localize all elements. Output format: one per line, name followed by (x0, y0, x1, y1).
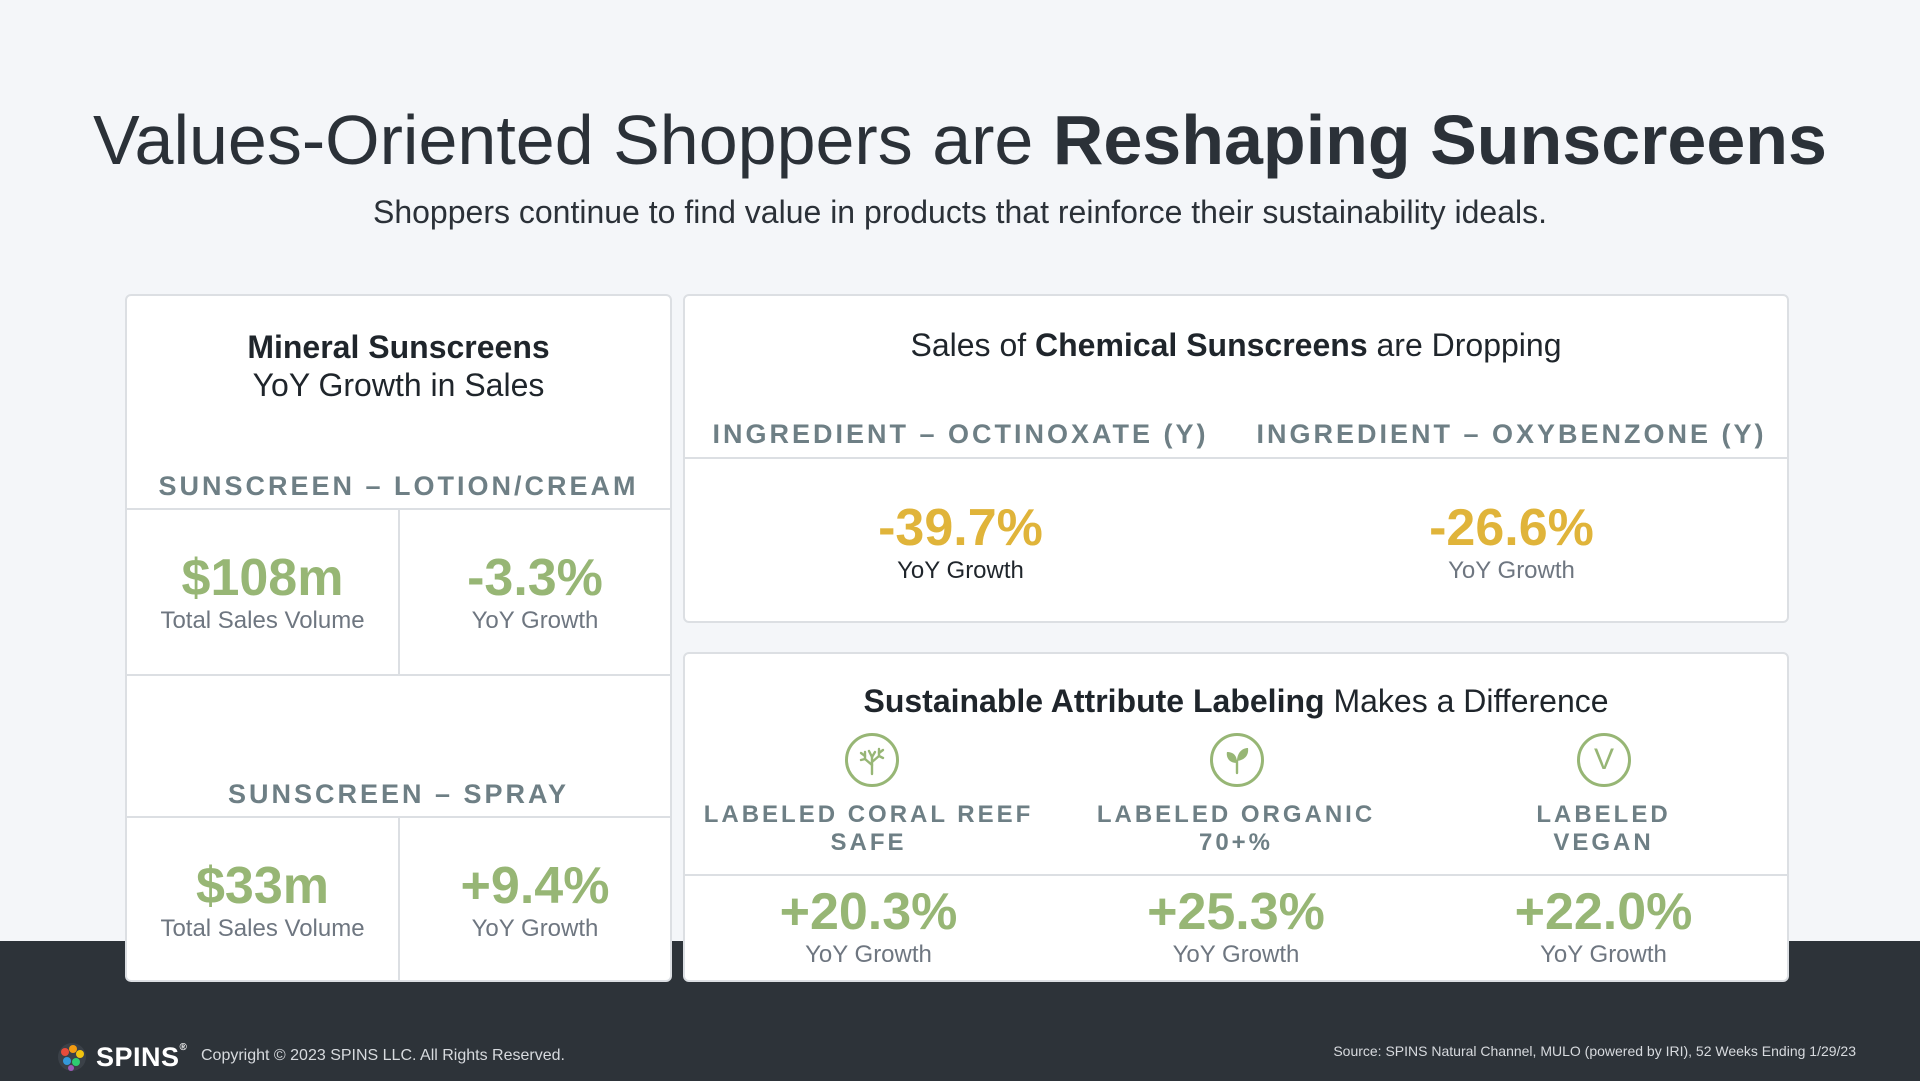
vegan-icon: V (1577, 733, 1631, 787)
spray-growth-caption: YoY Growth (471, 915, 599, 942)
chemical-card-title: Sales of Chemical Sunscreens are Droppin… (910, 327, 1562, 363)
organic-label: LABELED ORGANIC 70+% (1096, 801, 1376, 856)
leaf-icon (1210, 733, 1264, 787)
page-subtitle: Shoppers continue to find value in produ… (372, 194, 1547, 230)
oxybenzone-caption: YoY Growth (1448, 557, 1575, 584)
lotion-growth-value: -3.3% (467, 549, 603, 607)
mineral-card-title: Mineral Sunscreens YoY Growth in Sales (247, 329, 550, 403)
lotion-sales-stat: $108m Total Sales Volume (127, 550, 398, 636)
vegan-icon-letter: V (1593, 743, 1614, 776)
divider (398, 816, 400, 980)
octinoxate-value: -39.7% (878, 499, 1043, 557)
chemical-sunscreens-card: Sales of Chemical Sunscreens are Droppin… (683, 294, 1789, 623)
mineral-sunscreens-card: Mineral Sunscreens YoY Growth in Sales SU… (125, 294, 672, 982)
vegan-stat: +22.0% YoY Growth (1420, 884, 1787, 970)
copyright-text: Copyright © 2023 SPINS LLC. All Rights R… (201, 1047, 565, 1064)
source-text: Source: SPINS Natural Channel, MULO (pow… (1333, 1043, 1856, 1059)
divider (398, 508, 400, 674)
lotion-growth-stat: -3.3% YoY Growth (400, 550, 670, 636)
coral-reef-value: +20.3% (779, 883, 958, 941)
spins-logo: SPINS® (56, 1041, 187, 1073)
spins-logo-text: SPINS® (96, 1041, 188, 1072)
organic-value: +25.3% (1147, 883, 1325, 941)
divider (127, 674, 670, 676)
spray-sales-value: $33m (196, 857, 329, 915)
lotion-cream-label: SUNSCREEN – LOTION/CREAM (158, 471, 639, 501)
spray-growth-value: +9.4% (460, 857, 610, 915)
oxybenzone-stat: -26.6% YoY Growth (1236, 500, 1787, 586)
lotion-sales-caption: Total Sales Volume (160, 607, 365, 634)
vegan-value: +22.0% (1514, 883, 1693, 941)
coral-reef-stat: +20.3% YoY Growth (685, 884, 1052, 970)
spray-sales-caption: Total Sales Volume (160, 915, 365, 942)
coral-reef-caption: YoY Growth (805, 941, 932, 968)
lotion-growth-caption: YoY Growth (471, 607, 599, 634)
divider (685, 874, 1787, 876)
coral-icon (845, 733, 899, 787)
page-title: Values-Oriented Shoppers are Reshaping S… (93, 101, 1827, 179)
divider (685, 457, 1787, 459)
vegan-label: LABELED VEGAN (1536, 801, 1671, 856)
vegan-caption: YoY Growth (1540, 941, 1667, 968)
spray-growth-stat: +9.4% YoY Growth (400, 858, 670, 944)
octinoxate-label: INGREDIENT – OCTINOXATE (Y) (712, 419, 1209, 449)
octinoxate-caption: YoY Growth (897, 557, 1024, 584)
sustainable-labeling-card: Sustainable Attribute Labeling Makes a D… (683, 652, 1789, 982)
lotion-sales-value: $108m (181, 549, 344, 607)
spins-globe-icon (58, 1043, 86, 1071)
sustainable-card-title: Sustainable Attribute Labeling Makes a D… (863, 683, 1609, 719)
spray-label: SUNSCREEN – SPRAY (227, 779, 570, 809)
oxybenzone-label: INGREDIENT – OXYBENZONE (Y) (1256, 419, 1767, 449)
spray-sales-stat: $33m Total Sales Volume (127, 858, 398, 944)
organic-caption: YoY Growth (1172, 941, 1300, 968)
organic-stat: +25.3% YoY Growth (1052, 884, 1420, 970)
coral-reef-label: LABELED CORAL REEF SAFE (703, 801, 1034, 856)
oxybenzone-value: -26.6% (1429, 499, 1594, 557)
octinoxate-stat: -39.7% YoY Growth (685, 500, 1236, 586)
